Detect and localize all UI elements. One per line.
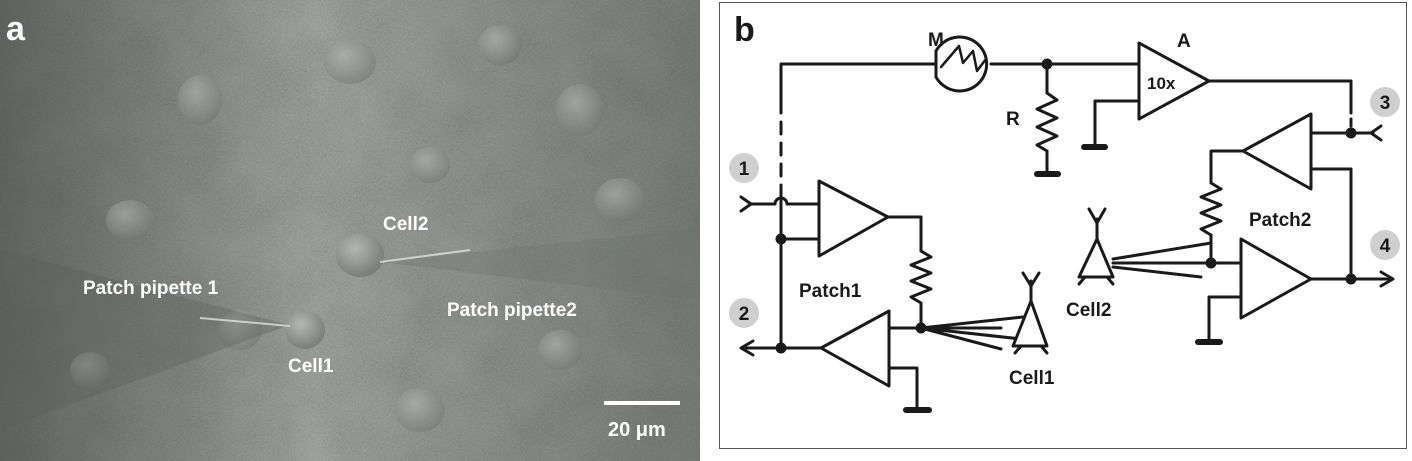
patch1-amp-top: [817, 179, 890, 258]
cell2-soma: [336, 233, 384, 277]
cell2-diagram-label: Cell2: [1066, 300, 1111, 321]
node-3-label: 3: [1380, 93, 1391, 114]
resistor-label: R: [1006, 109, 1020, 130]
patch2-resistor: [1199, 181, 1223, 237]
cell2-dendrite: [1087, 207, 1107, 241]
node-1-label: 1: [739, 159, 750, 180]
patch2-amp-top: [1241, 112, 1313, 191]
patch-pipette-2-label: Patch pipette2: [447, 300, 577, 321]
panel-b-label: b: [734, 11, 755, 49]
junction-dots: [775, 58, 1357, 354]
node-2-label: 2: [739, 304, 750, 325]
node-1-badge: [729, 153, 759, 183]
cell2-label: Cell2: [383, 214, 428, 235]
patch1-amp-bottom: [819, 309, 891, 388]
input-1-wire: [749, 196, 821, 206]
amplifier-a: [1137, 41, 1211, 121]
output-2-arrow: [739, 339, 755, 357]
meter-zigzag: [939, 44, 988, 73]
circuit-diagram: 1 2 3 4 b M R A 10x Patch1 Patch2 Cell1 …: [729, 11, 1400, 413]
resistor-r: [1035, 91, 1059, 153]
patch2-label: Patch2: [1249, 210, 1311, 231]
node-4-badge: [1370, 230, 1400, 260]
cell1-neuron: [1011, 299, 1049, 348]
cell2-neuron: [1077, 237, 1115, 279]
amplifier-label: A: [1177, 31, 1191, 52]
node-2-badge: [729, 298, 759, 328]
output-4-arrow: [1379, 270, 1395, 288]
node-4-label: 4: [1380, 236, 1391, 257]
cell1-diagram-label: Cell1: [1009, 368, 1055, 389]
patch1-label: Patch1: [799, 281, 862, 302]
cell1-label: Cell1: [288, 356, 334, 377]
patch2-amp-bottom: [1239, 237, 1313, 320]
patch-pipette-1-label: Patch pipette 1: [83, 278, 219, 299]
micrograph-image: a Cell2 Patch pipette 1 Patch pipette2 C…: [0, 0, 700, 461]
scale-bar-label: 20 μm: [608, 419, 666, 441]
tissue-cells: [70, 25, 645, 432]
circuit-panel: 1 2 3 4 b M R A 10x Patch1 Patch2 Cell1 …: [719, 2, 1407, 449]
node-3-badge: [1370, 87, 1400, 117]
amplifier-gain-label: 10x: [1147, 74, 1176, 93]
node-badges: [729, 87, 1400, 328]
patch-pipette-2-shadow: [380, 228, 700, 300]
panel-a-label: a: [6, 10, 26, 48]
meter-label: M: [928, 30, 944, 51]
cell1-dendrite: [1021, 271, 1041, 303]
micrograph-panel: a Cell2 Patch pipette 1 Patch pipette2 C…: [0, 0, 700, 461]
feedback-wire: [779, 62, 938, 103]
amp-output-wire: [1207, 79, 1353, 108]
patch-pipette-1-shadow: [0, 250, 290, 430]
cell1-soma: [285, 311, 325, 349]
patch1-resistor: [909, 249, 933, 305]
